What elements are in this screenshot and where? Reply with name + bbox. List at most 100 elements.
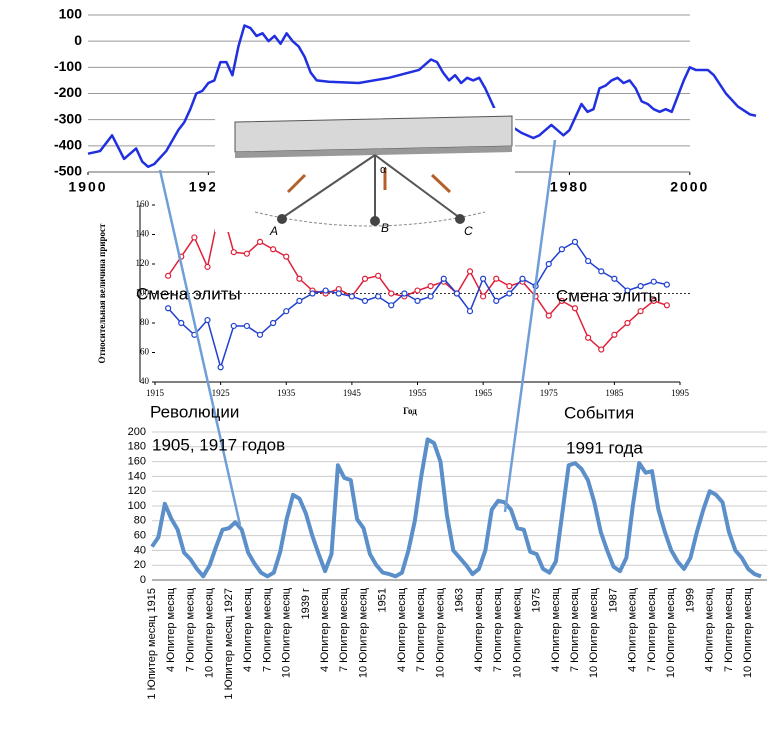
annotation: Смена элиты bbox=[136, 284, 241, 303]
x-tick-label: 7 Юпитер месяц bbox=[723, 587, 735, 672]
x-tick-label: 4 Юпитер месяц bbox=[319, 587, 331, 672]
x-tick-label: 10 Юпитер месяц bbox=[665, 587, 677, 678]
connector-line bbox=[158, 169, 242, 526]
data-point bbox=[611, 331, 618, 338]
y-tick-label: 80 bbox=[134, 515, 146, 527]
figure-label: A bbox=[269, 224, 278, 238]
y-tick-label: 140 bbox=[136, 229, 150, 239]
data-point bbox=[493, 297, 500, 304]
data-point bbox=[598, 346, 605, 353]
data-line bbox=[87, 24, 757, 169]
x-tick-label: 4 Юпитер месяц bbox=[396, 587, 408, 672]
y-tick-label: 0 bbox=[74, 32, 82, 48]
data-point bbox=[480, 275, 487, 282]
data-point bbox=[480, 293, 487, 300]
annotation: Смена элиты bbox=[556, 286, 661, 305]
x-tick-label: 10 Юпитер месяц bbox=[742, 587, 754, 678]
y-tick-label: 200 bbox=[128, 426, 146, 438]
connector-line bbox=[503, 139, 557, 513]
y-tick-label: 120 bbox=[136, 258, 150, 268]
data-point bbox=[230, 249, 237, 256]
plank-edge bbox=[235, 146, 512, 158]
x-tick-label: 1925 bbox=[212, 388, 231, 398]
y-tick-label: 40 bbox=[140, 376, 150, 386]
data-point bbox=[361, 275, 369, 282]
x-tick-label: 1995 bbox=[671, 388, 690, 398]
charts: 1000-100-200-300-400-5001900192019401960… bbox=[54, 6, 767, 700]
data-point bbox=[401, 290, 408, 297]
y-tick-label: -300 bbox=[54, 110, 82, 126]
x-tick-label: 1945 bbox=[343, 388, 362, 398]
x-tick-label: 1975 bbox=[540, 388, 559, 398]
figure-label: B bbox=[381, 221, 389, 235]
data-point bbox=[506, 290, 513, 297]
ball bbox=[370, 216, 380, 226]
x-tick-label: 2000 bbox=[670, 179, 709, 195]
y-tick-label: 180 bbox=[128, 441, 146, 453]
data-point bbox=[375, 293, 382, 300]
annotation: События bbox=[564, 403, 634, 422]
y-tick-label: 100 bbox=[59, 6, 83, 22]
data-point bbox=[571, 238, 579, 245]
data-point bbox=[296, 275, 303, 282]
data-point bbox=[348, 293, 355, 300]
x-tick-label: 4 Юпитер месяц bbox=[627, 587, 639, 672]
x-tick-label: 7 Юпитер месяц bbox=[569, 587, 581, 672]
data-point bbox=[598, 268, 605, 275]
data-point bbox=[571, 305, 579, 312]
y-tick-label: 60 bbox=[140, 347, 150, 357]
data-point bbox=[270, 246, 277, 253]
ball bbox=[455, 214, 465, 224]
y-tick-label: 160 bbox=[128, 456, 146, 468]
string bbox=[281, 154, 376, 219]
data-point bbox=[545, 260, 552, 268]
data-point bbox=[165, 272, 172, 279]
data-point bbox=[388, 290, 395, 297]
x-axis-label: Год bbox=[403, 406, 417, 416]
data-point bbox=[230, 322, 237, 330]
data-point bbox=[283, 308, 290, 315]
x-tick-label: 1935 bbox=[277, 388, 296, 398]
data-point bbox=[650, 278, 657, 285]
y-tick-label: 100 bbox=[128, 500, 146, 512]
data-point bbox=[243, 322, 250, 330]
x-tick-label: 10 Юпитер месяц bbox=[588, 587, 600, 678]
figure-label: α bbox=[380, 164, 387, 176]
data-point bbox=[466, 268, 474, 275]
y-tick-label: -200 bbox=[54, 84, 82, 100]
annotation: Революции bbox=[150, 402, 239, 421]
y-tick-label: -500 bbox=[54, 163, 82, 179]
data-point bbox=[440, 275, 447, 282]
data-point bbox=[414, 287, 421, 294]
y-tick-label: 140 bbox=[128, 470, 146, 482]
data-point bbox=[493, 275, 500, 282]
arrow bbox=[286, 173, 307, 194]
x-tick-label: 1987 bbox=[607, 588, 619, 612]
x-tick-label: 1 Юпитер месяц 1915 bbox=[146, 588, 158, 700]
data-point bbox=[270, 319, 277, 327]
data-point bbox=[283, 253, 290, 260]
x-tick-label: 10 Юпитер месяц bbox=[204, 587, 216, 678]
data-point bbox=[427, 283, 434, 290]
data-point bbox=[611, 275, 618, 282]
data-point bbox=[637, 308, 644, 315]
data-point bbox=[375, 272, 382, 279]
data-point bbox=[519, 275, 526, 282]
annotation: 1905, 1917 годов bbox=[152, 435, 285, 454]
data-point bbox=[296, 297, 303, 304]
data-point bbox=[204, 263, 211, 271]
x-tick-label: 7 Юпитер месяц bbox=[261, 587, 273, 672]
data-line bbox=[150, 437, 762, 579]
annotation: 1991 года bbox=[566, 438, 643, 457]
data-point bbox=[243, 250, 250, 257]
data-point bbox=[624, 287, 631, 294]
data-point bbox=[178, 319, 185, 327]
x-tick-label: 4 Юпитер месяц bbox=[165, 587, 177, 672]
x-tick-label: 1951 bbox=[377, 588, 389, 612]
x-tick-label: 10 Юпитер месяц bbox=[434, 587, 446, 678]
y-tick-label: -100 bbox=[54, 58, 82, 74]
data-point bbox=[204, 316, 211, 324]
ball bbox=[277, 214, 287, 224]
